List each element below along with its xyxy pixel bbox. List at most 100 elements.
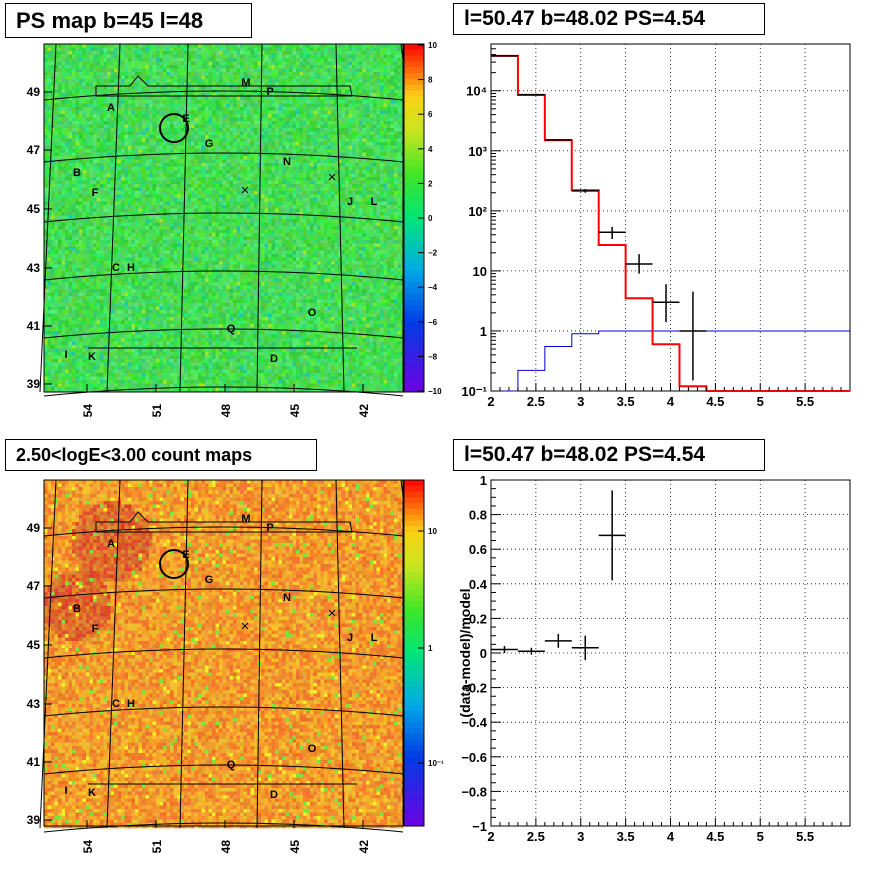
y-tick-label: −1 — [472, 819, 487, 834]
source-label-i: I — [64, 785, 67, 797]
x-tick-label: 48 — [219, 404, 233, 418]
x-tick-label: 3.5 — [617, 394, 635, 409]
y-tick-label: 10² — [468, 204, 487, 219]
y-tick-label: −0.8 — [461, 784, 487, 799]
parallel-line — [43, 822, 404, 833]
source-label-p: P — [266, 86, 273, 98]
residual-plot — [491, 490, 626, 660]
source-label-l: L — [371, 196, 378, 208]
meridian-line — [335, 43, 345, 393]
source-label-c: C — [112, 698, 120, 710]
colorbar-tick-label: −6 — [428, 318, 438, 327]
y-tick-label: 43 — [27, 261, 41, 275]
x-tick-label: 51 — [150, 840, 164, 854]
cross-marker — [241, 622, 249, 630]
colorbar-tick-label: 1 — [428, 644, 433, 653]
source-circle — [159, 549, 189, 579]
y-tick-label: 41 — [27, 319, 41, 333]
x-tick-label: 42 — [357, 404, 371, 418]
y-tick-label: 0.4 — [469, 577, 488, 592]
x-tick-label: 4 — [667, 829, 675, 844]
y-tick-label: 1 — [480, 473, 487, 488]
source-label-g: G — [205, 138, 214, 150]
y-tick-label: 47 — [27, 579, 41, 593]
source-label-k: K — [88, 351, 96, 363]
ps-map-title: PS map b=45 l=48 — [5, 3, 252, 38]
count-map-axes: 54 51 48 45 42 39 41 43 45 47 49 — [27, 521, 371, 853]
spectrum-panel: 2 2.5 3 3.5 4 4.5 5 5.5 10⁻¹ 1 10 10² 10³ 10⁴ — [461, 43, 851, 409]
source-label-h: H — [127, 262, 135, 274]
y-tick-label: 39 — [27, 813, 41, 827]
meridian-line — [335, 479, 345, 829]
x-tick-label: 5 — [757, 829, 764, 844]
source-label-f: F — [92, 187, 99, 199]
meridian-line — [256, 43, 263, 393]
spectrum-axes: 2 2.5 3 3.5 4 4.5 5 5.5 10⁻¹ 1 10 10² 10³ 10⁴ — [461, 43, 842, 409]
count-map-title: 2.50<logE<3.00 count maps — [5, 439, 317, 471]
x-tick-label: 54 — [81, 840, 95, 854]
source-label-e: E — [182, 113, 189, 125]
y-tick-label: 0 — [480, 646, 487, 661]
source-label-n: N — [283, 156, 291, 168]
source-label-o: O — [308, 743, 317, 755]
residual-grid — [491, 480, 850, 826]
colorbar-tick-label: −8 — [428, 352, 438, 361]
parallel-line — [43, 90, 404, 101]
y-tick-label: 43 — [27, 697, 41, 711]
parallel-line — [43, 212, 404, 223]
parallel-line — [43, 588, 404, 599]
meridian-line — [106, 479, 121, 829]
colorbar-tick-label: 0 — [428, 214, 433, 223]
source-label-p: P — [266, 522, 273, 534]
source-label-j: J — [347, 632, 353, 644]
colorbar-tick-label: 10 — [428, 41, 437, 50]
x-tick-label: 4.5 — [706, 829, 724, 844]
source-circle — [159, 113, 189, 143]
colorbar-tick-label: 10⁻¹ — [428, 759, 444, 768]
parallel-line — [43, 526, 404, 537]
spectrum-title: l=50.47 b=48.02 PS=4.54 — [453, 3, 765, 35]
x-tick-label: 3.5 — [617, 829, 635, 844]
x-tick-label: 45 — [288, 840, 302, 854]
count-map-colorbar: 10 1 10⁻¹ — [403, 479, 444, 827]
colorbar-tick-label: 8 — [428, 76, 433, 85]
survey-footprint-outline — [88, 75, 357, 349]
residual-title: l=50.47 b=48.02 PS=4.54 — [453, 439, 765, 471]
cross-marker — [328, 609, 336, 617]
meridian-line — [256, 479, 263, 829]
colorbar-tick-label: 6 — [428, 110, 433, 119]
parallel-line — [43, 270, 404, 281]
x-tick-label: 48 — [219, 840, 233, 854]
cross-marker — [241, 186, 249, 194]
residual-axes: 2 2.5 3 3.5 4 4.5 5 5.5 1 0.8 0.6 0.4 0.2 0 −0.2 −0.4 −0… — [461, 473, 842, 844]
residual-panel: 2 2.5 3 3.5 4 4.5 5 5.5 1 0.8 0.6 0.4 0.2 0 −0.2 −0.4 −0… — [457, 473, 851, 844]
source-label-j: J — [347, 196, 353, 208]
meridian-line — [179, 479, 189, 829]
source-label-n: N — [283, 592, 291, 604]
y-tick-label: 10⁴ — [466, 84, 487, 99]
y-tick-label: 1 — [480, 324, 487, 339]
ps-map-frame — [43, 43, 404, 393]
source-label-d: D — [270, 789, 278, 801]
source-label-m: M — [241, 77, 250, 89]
ps-map-axes: 54 51 48 45 42 39 41 43 45 47 49 — [27, 85, 371, 417]
x-tick-label: 42 — [357, 840, 371, 854]
count-map-source-labels: A B C D E F G H I J K L M N O P Q — [64, 513, 377, 801]
y-tick-label: 39 — [27, 377, 41, 391]
source-label-h: H — [127, 698, 135, 710]
residual-ylabel: (data-model)/model — [457, 588, 473, 717]
colorbar-frame — [403, 479, 425, 827]
count-map-panel: A B C D E F G H I J K L M N O P Q 54 51 48 45 42 39 41 43 45 47 49… — [27, 479, 444, 853]
x-tick-label: 5.5 — [796, 394, 814, 409]
x-tick-label: 54 — [81, 404, 95, 418]
ps-map-colorbar: 10 8 6 4 2 0 −2 −4 −6 −8 −10 — [403, 41, 442, 396]
y-tick-label: 45 — [27, 202, 41, 216]
source-label-k: K — [88, 787, 96, 799]
parallel-line — [43, 764, 404, 775]
source-label-f: F — [92, 623, 99, 635]
colorbar-tick-label: −10 — [428, 387, 442, 396]
source-label-l: L — [371, 632, 378, 644]
parallel-line — [43, 648, 404, 659]
